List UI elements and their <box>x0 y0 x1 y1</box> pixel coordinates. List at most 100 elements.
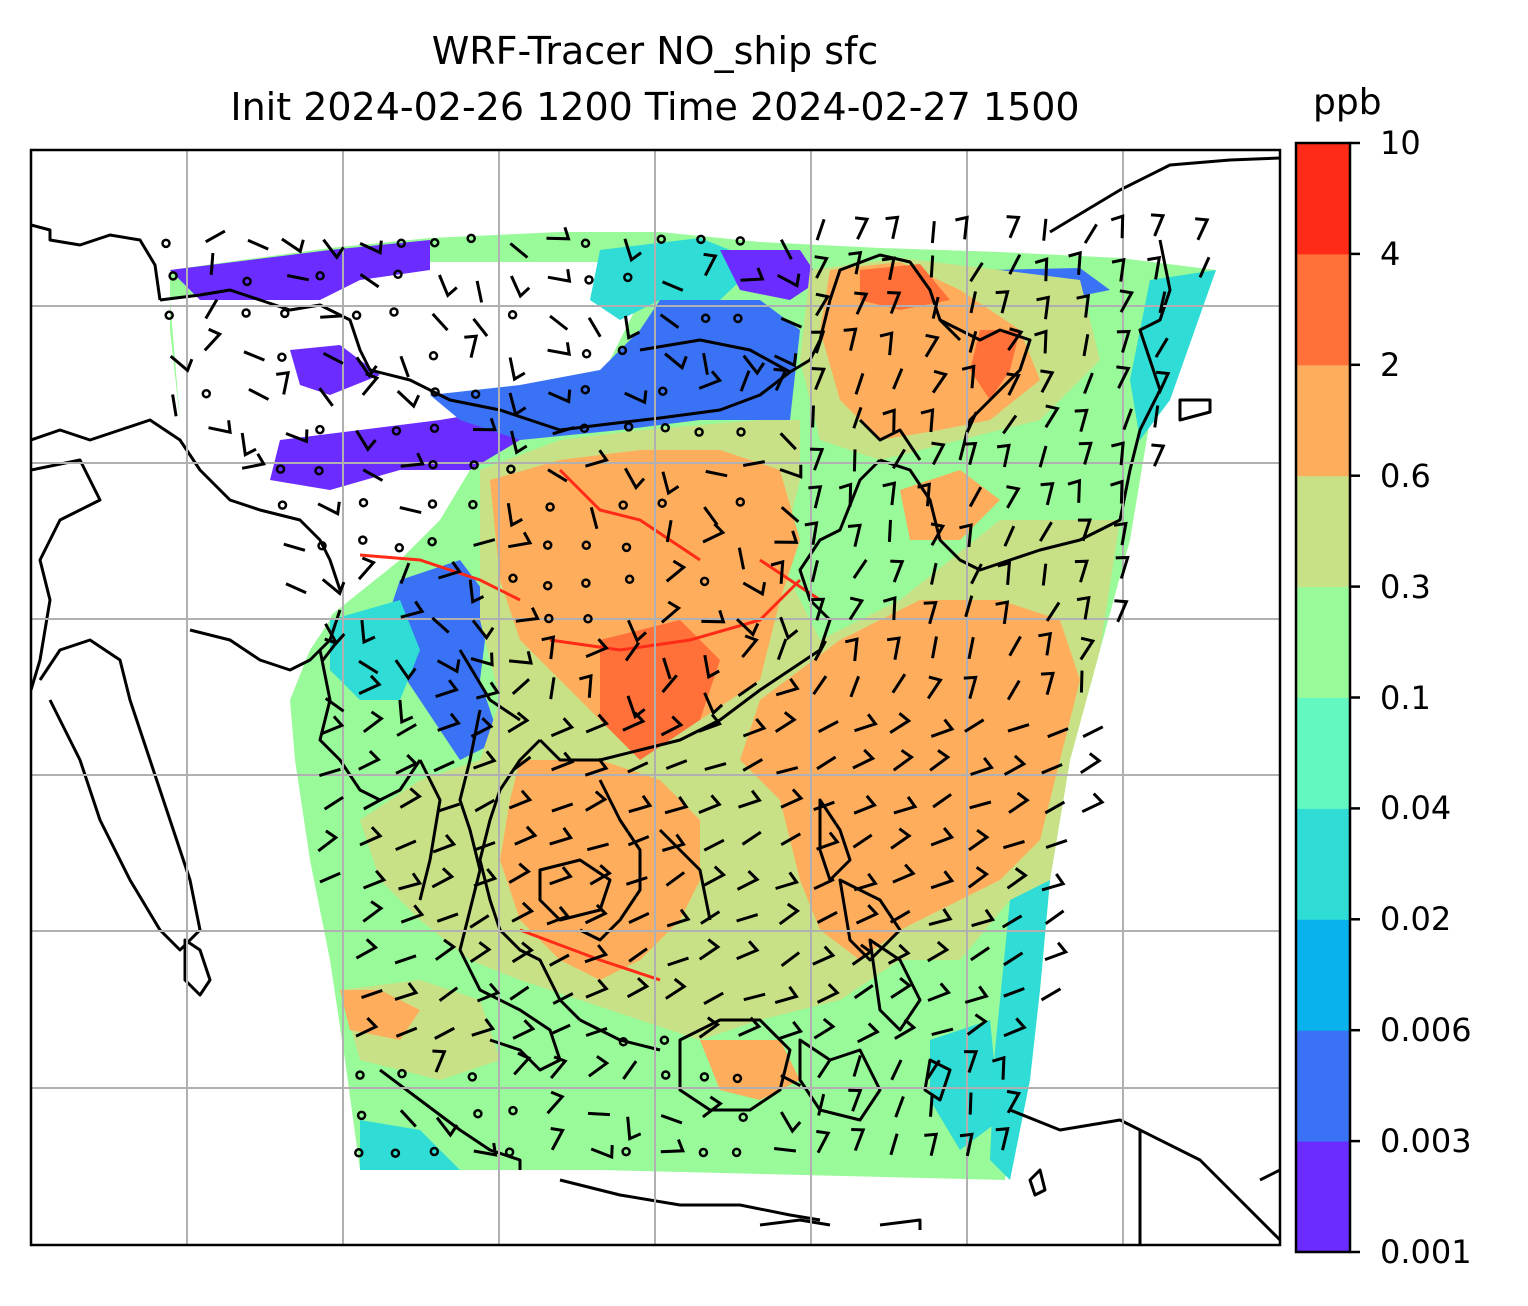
colorbar-tick-label: 10 <box>1380 124 1421 162</box>
wind-barb <box>1045 601 1061 622</box>
wind-barb <box>959 523 973 548</box>
wind-barb <box>780 1111 802 1134</box>
calm-wind-marker <box>623 422 634 432</box>
calm-wind-marker <box>468 499 478 510</box>
wind-barb <box>1040 482 1055 506</box>
wind-barb <box>776 273 801 288</box>
wind-barb <box>549 1055 568 1080</box>
wind-barb <box>849 675 861 698</box>
wind-barb <box>624 390 648 405</box>
wind-barb <box>509 985 530 1001</box>
wind-barb <box>854 372 865 395</box>
wind-barb <box>889 1133 899 1156</box>
wind-barb <box>283 542 306 552</box>
wind-barb <box>400 600 425 619</box>
wind-barb <box>357 556 377 581</box>
colorbar-unit: ppb <box>1313 82 1382 123</box>
wind-barb <box>924 1132 939 1157</box>
wind-barb <box>779 432 797 451</box>
wind-barb <box>320 715 345 736</box>
wind-barb <box>816 831 840 851</box>
wind-barb <box>854 291 869 315</box>
wind-barb <box>1081 792 1105 814</box>
wind-barb <box>585 1026 608 1037</box>
wind-barb <box>1116 365 1131 389</box>
colorbar-segment <box>1296 364 1350 477</box>
wind-barb <box>359 240 383 255</box>
wind-barb <box>969 291 977 314</box>
wind-barb <box>930 562 938 585</box>
wind-barb <box>779 616 799 641</box>
wind-barb <box>1153 405 1160 428</box>
wind-barb <box>775 677 800 697</box>
wind-barb <box>476 982 501 1003</box>
wind-barb <box>1158 291 1167 314</box>
calm-wind-marker <box>355 1070 365 1080</box>
wind-barb <box>362 869 387 890</box>
wind-barb <box>698 370 723 390</box>
wind-barb <box>1155 370 1171 395</box>
calm-wind-marker <box>580 384 591 395</box>
wind-barb <box>847 523 862 548</box>
calm-wind-marker <box>164 310 174 321</box>
wind-barb <box>209 252 215 276</box>
calm-wind-marker <box>699 1072 710 1082</box>
wind-barb <box>1116 329 1131 353</box>
wind-barb <box>961 364 976 389</box>
wind-barb <box>742 460 766 467</box>
wind-barb <box>438 274 458 298</box>
wind-barb <box>813 1017 836 1040</box>
wind-barb <box>812 945 836 966</box>
wind-barb <box>464 334 479 358</box>
wind-barb <box>926 675 943 700</box>
wind-barb <box>917 482 931 507</box>
calm-wind-marker <box>469 460 479 470</box>
wind-barb <box>741 830 762 846</box>
wind-barb <box>438 802 461 813</box>
wind-barb <box>970 946 990 962</box>
wind-barb <box>881 256 896 281</box>
wind-barb <box>509 242 529 259</box>
wind-barb <box>1110 214 1125 239</box>
wind-barb <box>395 754 419 775</box>
wind-barb <box>882 595 897 621</box>
wind-barb <box>930 522 946 547</box>
calm-wind-marker <box>617 345 628 356</box>
wind-barb <box>661 280 684 292</box>
wind-barb <box>399 1109 417 1128</box>
wind-barb <box>1036 295 1051 320</box>
wind-barb <box>739 370 751 392</box>
wind-barb <box>891 673 907 694</box>
wind-barb <box>817 1058 832 1079</box>
wind-barb <box>991 1055 1006 1080</box>
wind-barb <box>967 636 975 660</box>
wind-barb <box>970 563 983 585</box>
wind-barb <box>890 1059 903 1081</box>
wind-barb <box>512 755 532 772</box>
wind-barb <box>473 1142 498 1157</box>
wind-barb <box>1068 250 1082 276</box>
calm-wind-marker <box>358 497 369 508</box>
wind-barb <box>247 238 269 251</box>
wind-barb <box>241 452 267 470</box>
wind-barb <box>890 977 913 999</box>
wind-barb <box>285 429 309 444</box>
calm-wind-marker <box>621 1146 631 1157</box>
wind-barb <box>665 559 687 583</box>
colorbar-tick-label: 0.04 <box>1380 789 1452 828</box>
wind-barb <box>773 353 798 368</box>
wind-barb <box>1006 485 1021 509</box>
wind-barb <box>698 794 722 814</box>
wind-barb <box>323 795 344 811</box>
calm-wind-marker <box>507 310 518 320</box>
wind-barb <box>399 355 410 378</box>
wind-barb <box>665 520 673 543</box>
wind-barb <box>813 640 827 662</box>
calm-wind-marker <box>277 352 287 362</box>
wind-barb <box>817 1093 826 1116</box>
colorbar-tick-label: 0.001 <box>1380 1233 1472 1271</box>
calm-wind-marker <box>580 238 591 249</box>
wind-barb <box>698 713 723 733</box>
wind-barb <box>959 1132 974 1157</box>
wind-barb <box>931 369 949 394</box>
